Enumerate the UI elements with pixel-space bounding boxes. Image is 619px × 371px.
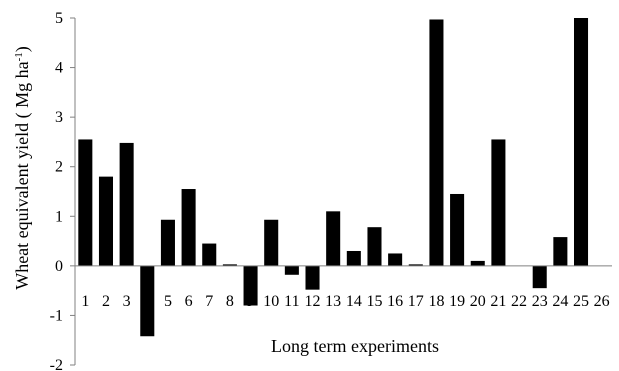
x-axis-title: Long term experiments (271, 336, 439, 356)
bar-18 (429, 19, 444, 266)
bar-12 (305, 265, 320, 290)
bar-4 (140, 265, 155, 337)
x-tick-label: 19 (449, 293, 465, 310)
x-tick-label: 12 (305, 293, 321, 310)
y-axis-title: Wheat equivalent yield ( Mg ha-1) (12, 46, 33, 290)
x-tick-label: 20 (470, 293, 486, 310)
x-tick-label: 24 (552, 293, 568, 310)
x-tick-label: 22 (511, 293, 527, 310)
bar-21 (491, 139, 506, 266)
bar-5 (160, 219, 175, 266)
x-tick-label: 9 (247, 293, 255, 310)
bar-6 (181, 189, 196, 266)
bar-11 (284, 265, 299, 275)
bar-25 (573, 18, 589, 266)
x-tick-label: 13 (325, 293, 341, 310)
bar-10 (264, 219, 279, 266)
y-axis-title-superscript: -1 (13, 52, 25, 61)
x-tick-label: 1 (81, 293, 89, 310)
x-tick-label: 10 (263, 293, 279, 310)
x-tick-label: 6 (185, 293, 193, 310)
x-tick-label: 4 (143, 293, 151, 310)
y-tick-label: 2 (55, 159, 63, 176)
bar-7 (202, 243, 217, 266)
y-axis-title-close: ) (12, 46, 33, 52)
bar-23 (532, 265, 547, 289)
y-tick-label: 4 (55, 60, 63, 77)
y-axis-ticks: -2 -1 0 1 2 3 4 5 (50, 10, 75, 371)
y-tick-label: 0 (55, 258, 63, 275)
bar-20 (470, 260, 485, 266)
bars (78, 18, 589, 337)
x-tick-label: 23 (532, 293, 548, 310)
bar-19 (450, 193, 465, 266)
x-tick-label: 26 (594, 293, 610, 310)
y-tick-label: -1 (50, 307, 63, 324)
bar-1 (78, 139, 93, 266)
x-tick-label: 8 (226, 293, 234, 310)
x-tick-label: 16 (387, 293, 403, 310)
bar-8 (222, 264, 237, 266)
x-tick-label: 14 (346, 293, 362, 310)
bar-15 (367, 227, 382, 266)
y-axis-title-main: Wheat equivalent yield ( Mg ha (12, 61, 33, 289)
x-tick-label: 25 (573, 293, 589, 310)
x-tick-label: 5 (164, 293, 172, 310)
x-tick-label: 2 (102, 293, 110, 310)
x-tick-label: 11 (284, 293, 299, 310)
bar-14 (346, 250, 361, 266)
bar-17 (408, 264, 423, 266)
x-axis-tick-labels: 1 2 3 4 5 6 7 8 9 10 11 12 13 14 15 16 17 18 19 20 21 22 23 24 2… (81, 293, 609, 310)
y-tick-label: 3 (55, 109, 63, 126)
x-tick-label: 17 (408, 293, 424, 310)
bar-2 (98, 176, 114, 266)
bar-9 (243, 265, 258, 306)
x-tick-label: 7 (205, 293, 213, 310)
bar-16 (388, 253, 403, 266)
bar-13 (326, 211, 341, 266)
bar-3 (119, 142, 134, 266)
x-tick-label: 18 (428, 293, 444, 310)
y-tick-label: -2 (50, 357, 63, 371)
x-tick-label: 15 (366, 293, 382, 310)
x-tick-label: 3 (123, 293, 131, 310)
bar-24 (553, 237, 568, 266)
x-tick-label: 21 (490, 293, 506, 310)
y-tick-label: 5 (55, 10, 63, 27)
y-tick-label: 1 (55, 208, 63, 225)
